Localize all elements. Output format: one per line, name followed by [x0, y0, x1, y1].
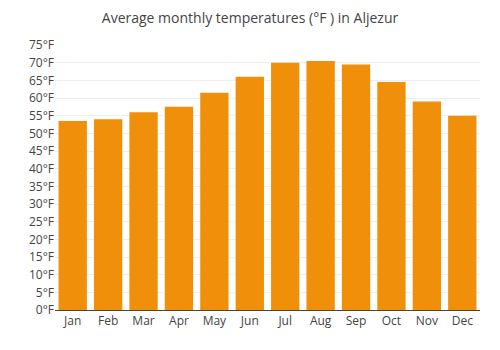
svg-text:Sep: Sep	[346, 312, 367, 329]
svg-text:50°F: 50°F	[29, 125, 54, 142]
svg-text:Apr: Apr	[169, 312, 189, 329]
svg-text:55°F: 55°F	[29, 107, 54, 124]
svg-text:70°F: 70°F	[29, 54, 54, 71]
svg-text:May: May	[203, 312, 227, 329]
svg-text:45°F: 45°F	[29, 142, 54, 159]
svg-text:25°F: 25°F	[29, 213, 54, 230]
svg-text:35°F: 35°F	[29, 178, 54, 195]
svg-text:Feb: Feb	[98, 312, 118, 329]
svg-text:5°F: 5°F	[36, 284, 54, 301]
svg-text:Nov: Nov	[416, 312, 438, 329]
svg-text:75°F: 75°F	[29, 36, 54, 53]
svg-text:60°F: 60°F	[29, 89, 54, 106]
svg-text:0°F: 0°F	[36, 301, 54, 318]
svg-text:40°F: 40°F	[29, 160, 54, 177]
svg-text:Jun: Jun	[240, 312, 259, 329]
svg-text:Oct: Oct	[382, 312, 401, 329]
svg-text:15°F: 15°F	[29, 248, 54, 265]
svg-text:Jan: Jan	[63, 312, 81, 329]
svg-text:10°F: 10°F	[29, 266, 54, 283]
svg-text:65°F: 65°F	[29, 72, 54, 89]
svg-text:Jul: Jul	[277, 312, 292, 329]
svg-text:Aug: Aug	[310, 312, 332, 329]
svg-text:Dec: Dec	[452, 312, 473, 329]
svg-text:Average monthly temperatures (: Average monthly temperatures (°F ) in Al…	[102, 8, 399, 27]
svg-text:Mar: Mar	[132, 312, 154, 329]
svg-text:30°F: 30°F	[29, 195, 54, 212]
svg-text:20°F: 20°F	[29, 231, 54, 248]
